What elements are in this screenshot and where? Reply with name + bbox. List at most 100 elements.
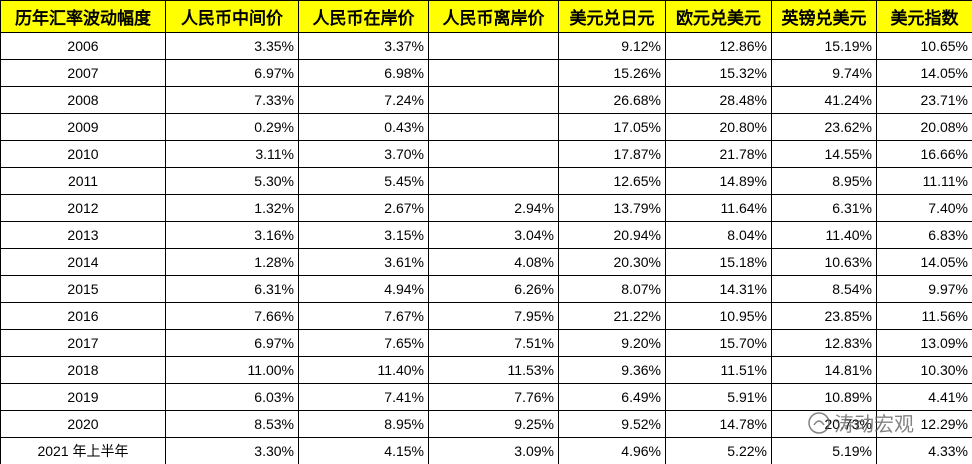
value-cell: 15.26% xyxy=(558,59,666,87)
value-cell: 8.54% xyxy=(771,275,877,303)
value-cell: 6.03% xyxy=(165,383,299,411)
value-cell: 11.51% xyxy=(665,356,772,384)
value-cell: 15.18% xyxy=(665,248,772,276)
watermark-text: 涛动宏观 xyxy=(834,412,914,436)
value-cell: 10.30% xyxy=(876,356,972,384)
value-cell: 23.71% xyxy=(876,86,972,114)
year-cell: 2019 xyxy=(0,383,166,411)
value-cell: 14.81% xyxy=(771,356,877,384)
value-cell: 3.04% xyxy=(428,221,559,249)
value-cell: 41.24% xyxy=(771,86,877,114)
value-cell: 0.43% xyxy=(298,113,429,141)
value-cell: 2.67% xyxy=(298,194,429,222)
value-cell: 9.74% xyxy=(771,59,877,87)
value-cell: 10.63% xyxy=(771,248,877,276)
table-row: 2011 5.30% 5.45% 12.65% 14.89% 8.95% 11.11% xyxy=(0,167,972,195)
value-cell: 7.67% xyxy=(298,302,429,330)
value-cell: 6.31% xyxy=(165,275,299,303)
value-cell: 12.29% xyxy=(876,410,972,438)
value-cell: 17.87% xyxy=(558,140,666,168)
year-cell: 2018 xyxy=(0,356,166,384)
header-cell: 美元兑日元 xyxy=(558,0,666,33)
value-cell: 1.32% xyxy=(165,194,299,222)
value-cell: 8.95% xyxy=(771,167,877,195)
value-cell: 3.35% xyxy=(165,32,299,60)
value-cell: 4.41% xyxy=(876,383,972,411)
value-cell: 12.83% xyxy=(771,329,877,357)
value-cell: 23.85% xyxy=(771,302,877,330)
table-row: 2015 6.31% 4.94% 6.26% 8.07% 14.31% 8.54% 9.97% xyxy=(0,275,972,303)
value-cell: 14.89% xyxy=(665,167,772,195)
value-cell: 11.11% xyxy=(876,167,972,195)
table-row: 2018 11.00% 11.40% 11.53% 9.36% 11.51% 14.81% 1… xyxy=(0,356,972,384)
value-cell: 3.70% xyxy=(298,140,429,168)
value-cell: 9.97% xyxy=(876,275,972,303)
table-row: 2007 6.97% 6.98% 15.26% 15.32% 9.74% 14.05% xyxy=(0,59,972,87)
header-row: 历年汇率波动幅度 人民币中间价 人民币在岸价 人民币离岸价 美元兑日元 欧元兑美元 英镑兑美… xyxy=(0,0,972,33)
value-cell: 5.45% xyxy=(298,167,429,195)
value-cell: 4.33% xyxy=(876,437,972,464)
year-cell: 2011 xyxy=(0,167,166,195)
year-cell: 2013 xyxy=(0,221,166,249)
year-cell: 2008 xyxy=(0,86,166,114)
value-cell: 20.80% xyxy=(665,113,772,141)
value-cell: 20.94% xyxy=(558,221,666,249)
value-cell xyxy=(428,32,559,60)
value-cell: 11.56% xyxy=(876,302,972,330)
value-cell: 14.05% xyxy=(876,248,972,276)
value-cell: 10.89% xyxy=(771,383,877,411)
value-cell: 3.37% xyxy=(298,32,429,60)
table-row: 2008 7.33% 7.24% 26.68% 28.48% 41.24% 23.71% xyxy=(0,86,972,114)
value-cell: 3.09% xyxy=(428,437,559,464)
value-cell: 6.97% xyxy=(165,329,299,357)
value-cell: 7.95% xyxy=(428,302,559,330)
header-cell: 英镑兑美元 xyxy=(771,0,877,33)
value-cell: 20.08% xyxy=(876,113,972,141)
value-cell: 10.95% xyxy=(665,302,772,330)
value-cell: 3.16% xyxy=(165,221,299,249)
value-cell: 9.36% xyxy=(558,356,666,384)
value-cell: 9.52% xyxy=(558,410,666,438)
year-cell: 2016 xyxy=(0,302,166,330)
value-cell: 7.33% xyxy=(165,86,299,114)
value-cell xyxy=(428,140,559,168)
table-row: 2010 3.11% 3.70% 17.87% 21.78% 14.55% 16.66% xyxy=(0,140,972,168)
value-cell: 7.24% xyxy=(298,86,429,114)
year-cell: 2010 xyxy=(0,140,166,168)
value-cell: 5.30% xyxy=(165,167,299,195)
value-cell: 7.65% xyxy=(298,329,429,357)
value-cell: 4.96% xyxy=(558,437,666,464)
value-cell xyxy=(428,167,559,195)
year-cell: 2006 xyxy=(0,32,166,60)
year-cell: 2017 xyxy=(0,329,166,357)
table-row: 2013 3.16% 3.15% 3.04% 20.94% 8.04% 11.40% 6.83… xyxy=(0,221,972,249)
value-cell: 6.83% xyxy=(876,221,972,249)
value-cell: 9.12% xyxy=(558,32,666,60)
value-cell xyxy=(428,113,559,141)
value-cell: 11.40% xyxy=(298,356,429,384)
value-cell: 28.48% xyxy=(665,86,772,114)
header-cell: 欧元兑美元 xyxy=(665,0,772,33)
table-row: 2019 6.03% 7.41% 7.76% 6.49% 5.91% 10.89% 4.41% xyxy=(0,383,972,411)
value-cell: 15.70% xyxy=(665,329,772,357)
value-cell: 11.00% xyxy=(165,356,299,384)
header-cell: 人民币离岸价 xyxy=(428,0,559,33)
table-row: 2009 0.29% 0.43% 17.05% 20.80% 23.62% 20.08% xyxy=(0,113,972,141)
value-cell: 0.29% xyxy=(165,113,299,141)
value-cell: 6.26% xyxy=(428,275,559,303)
value-cell: 5.91% xyxy=(665,383,772,411)
value-cell: 6.31% xyxy=(771,194,877,222)
value-cell: 8.07% xyxy=(558,275,666,303)
table-row: 2014 1.28% 3.61% 4.08% 20.30% 15.18% 10.63% 14.… xyxy=(0,248,972,276)
year-cell: 2020 xyxy=(0,410,166,438)
value-cell: 11.40% xyxy=(771,221,877,249)
header-cell: 人民币中间价 xyxy=(165,0,299,33)
year-cell: 2021 年上半年 xyxy=(0,437,166,464)
value-cell: 15.19% xyxy=(771,32,877,60)
watermark-icon xyxy=(808,411,830,434)
value-cell: 7.51% xyxy=(428,329,559,357)
value-cell: 23.62% xyxy=(771,113,877,141)
value-cell: 6.49% xyxy=(558,383,666,411)
value-cell: 9.25% xyxy=(428,410,559,438)
